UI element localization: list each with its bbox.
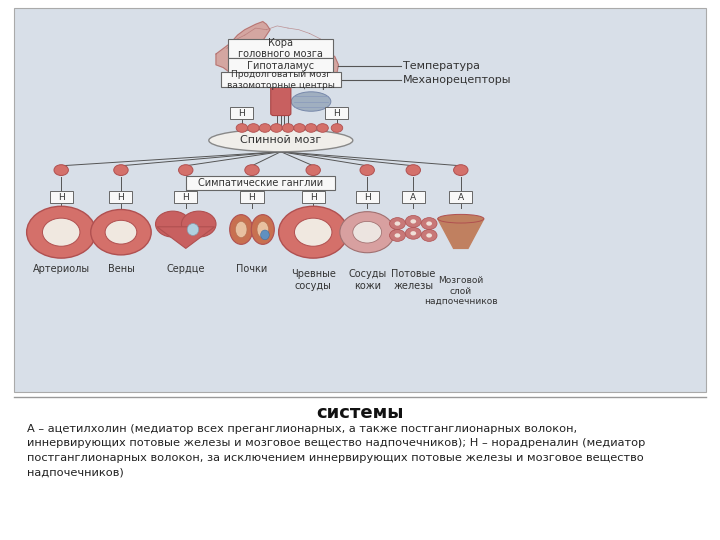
- Ellipse shape: [251, 214, 274, 244]
- Circle shape: [421, 230, 437, 241]
- Text: Н: Н: [58, 193, 65, 201]
- FancyBboxPatch shape: [174, 191, 197, 203]
- FancyBboxPatch shape: [228, 39, 333, 58]
- FancyBboxPatch shape: [50, 191, 73, 203]
- Ellipse shape: [209, 129, 353, 152]
- Circle shape: [306, 165, 320, 176]
- Text: Вены: Вены: [107, 264, 135, 274]
- Bar: [14, 8, 706, 392]
- FancyBboxPatch shape: [221, 72, 341, 87]
- Text: Артериолы: Артериолы: [32, 264, 90, 274]
- FancyBboxPatch shape: [240, 191, 264, 203]
- Text: Н: Н: [117, 193, 125, 201]
- Text: Симпатические ганглии: Симпатические ганглии: [198, 178, 323, 187]
- Circle shape: [271, 124, 282, 132]
- Text: Чревные
сосуды: Чревные сосуды: [291, 269, 336, 291]
- Circle shape: [279, 206, 348, 258]
- Ellipse shape: [187, 224, 199, 235]
- Circle shape: [294, 218, 332, 246]
- Ellipse shape: [438, 214, 484, 223]
- Text: Н: Н: [310, 193, 317, 201]
- FancyBboxPatch shape: [402, 191, 425, 203]
- Circle shape: [421, 218, 437, 230]
- Circle shape: [390, 218, 405, 230]
- Text: А: А: [458, 193, 464, 201]
- Text: А – ацетилхолин (медиатор всех преганглионарных, а также постганглионарных волок: А – ацетилхолин (медиатор всех прегангли…: [27, 424, 646, 477]
- Circle shape: [317, 124, 328, 132]
- FancyBboxPatch shape: [325, 107, 348, 119]
- Circle shape: [395, 221, 400, 226]
- Circle shape: [405, 215, 421, 227]
- Polygon shape: [216, 22, 338, 86]
- Circle shape: [454, 165, 468, 176]
- Circle shape: [395, 233, 400, 238]
- Text: Н: Н: [333, 109, 341, 118]
- Text: Н: Н: [248, 193, 256, 201]
- Circle shape: [259, 124, 271, 132]
- Text: Н: Н: [182, 193, 189, 201]
- Circle shape: [282, 124, 294, 132]
- FancyBboxPatch shape: [228, 58, 333, 73]
- Ellipse shape: [156, 211, 190, 237]
- Text: Почки: Почки: [236, 264, 268, 274]
- Text: Гипоталамус: Гипоталамус: [247, 61, 315, 71]
- Circle shape: [27, 206, 96, 258]
- Circle shape: [179, 165, 193, 176]
- Text: Потовые
железы: Потовые железы: [391, 269, 436, 291]
- Text: Мозговой
слой
надпочечников: Мозговой слой надпочечников: [424, 276, 498, 306]
- Circle shape: [426, 233, 432, 238]
- FancyBboxPatch shape: [230, 107, 253, 119]
- FancyBboxPatch shape: [271, 80, 291, 116]
- Ellipse shape: [235, 221, 247, 238]
- Text: Сердце: Сердце: [166, 264, 205, 274]
- Circle shape: [406, 165, 420, 176]
- Ellipse shape: [230, 214, 253, 244]
- Circle shape: [331, 124, 343, 132]
- Circle shape: [390, 230, 405, 241]
- FancyBboxPatch shape: [186, 176, 335, 190]
- Circle shape: [236, 124, 248, 132]
- Circle shape: [105, 220, 137, 244]
- FancyBboxPatch shape: [449, 191, 472, 203]
- Ellipse shape: [257, 221, 269, 238]
- Circle shape: [340, 212, 395, 253]
- Circle shape: [410, 219, 416, 224]
- Polygon shape: [438, 219, 484, 248]
- Text: Механорецепторы: Механорецепторы: [403, 75, 512, 85]
- Text: Температура: Температура: [403, 61, 480, 71]
- Circle shape: [114, 165, 128, 176]
- Circle shape: [42, 218, 80, 246]
- Circle shape: [405, 227, 421, 239]
- Circle shape: [294, 124, 305, 132]
- Ellipse shape: [181, 211, 216, 237]
- Circle shape: [248, 124, 259, 132]
- Polygon shape: [157, 227, 215, 248]
- Text: Спинной мозг: Спинной мозг: [240, 136, 321, 145]
- Circle shape: [360, 165, 374, 176]
- Circle shape: [353, 221, 382, 243]
- Circle shape: [410, 231, 416, 235]
- Text: Н: Н: [238, 109, 246, 118]
- FancyBboxPatch shape: [356, 191, 379, 203]
- Ellipse shape: [261, 230, 269, 240]
- Circle shape: [54, 165, 68, 176]
- Text: Сосуды
кожи: Сосуды кожи: [348, 269, 387, 291]
- FancyBboxPatch shape: [302, 191, 325, 203]
- FancyBboxPatch shape: [109, 191, 132, 203]
- Text: системы: системы: [316, 404, 404, 422]
- Circle shape: [91, 210, 151, 255]
- Text: Продолговатый мозг
вазомоторные центры: Продолговатый мозг вазомоторные центры: [227, 70, 335, 90]
- Circle shape: [426, 221, 432, 226]
- Text: Н: Н: [364, 193, 371, 201]
- Text: А: А: [410, 193, 416, 201]
- Text: Кора
головного мозга: Кора головного мозга: [238, 38, 323, 59]
- Ellipse shape: [291, 92, 331, 111]
- Circle shape: [245, 165, 259, 176]
- Circle shape: [305, 124, 317, 132]
